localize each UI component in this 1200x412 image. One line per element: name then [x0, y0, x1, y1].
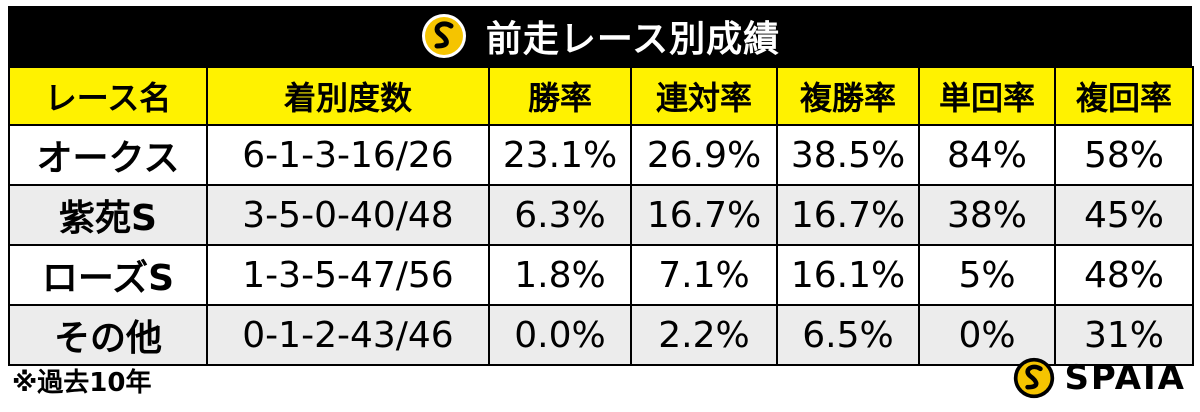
table-cell: 16.1% — [776, 244, 920, 306]
table-row: その他 0-1-2-43/46 0.0% 2.2% 6.5% 0% 31% — [8, 304, 1194, 366]
column-header-row: レース名 着別度数 勝率 連対率 複勝率 単回率 複回率 — [8, 66, 1194, 126]
footnote: ※過去10年 — [12, 368, 152, 398]
table-cell: 2.2% — [630, 304, 778, 366]
table-cell: 6-1-3-16/26 — [206, 124, 490, 186]
column-header: レース名 — [8, 66, 208, 126]
table-cell: 45% — [1054, 184, 1194, 246]
brand-logo: SPAIA — [1012, 356, 1186, 400]
column-header: 連対率 — [630, 66, 778, 126]
table-cell: 0-1-2-43/46 — [206, 304, 490, 366]
brand-name: SPAIA — [1064, 358, 1186, 398]
column-header: 複勝率 — [776, 66, 920, 126]
table-row: ローズS 1-3-5-47/56 1.8% 7.1% 16.1% 5% 48% — [8, 244, 1194, 306]
table-cell: 7.1% — [630, 244, 778, 306]
race-name-cell: 紫苑S — [8, 184, 208, 246]
table-row: オークス 6-1-3-16/26 23.1% 26.9% 38.5% 84% 5… — [8, 124, 1194, 186]
column-header: 着別度数 — [206, 66, 490, 126]
table-cell: 3-5-0-40/48 — [206, 184, 490, 246]
race-name-cell: ローズS — [8, 244, 208, 306]
results-table: レース名 着別度数 勝率 連対率 複勝率 単回率 複回率 オークス 6-1-3-… — [8, 66, 1194, 366]
table-cell: 38% — [918, 184, 1056, 246]
table-cell: 48% — [1054, 244, 1194, 306]
table-cell: 16.7% — [776, 184, 920, 246]
race-name-cell: オークス — [8, 124, 208, 186]
table-row: 紫苑S 3-5-0-40/48 6.3% 16.7% 16.7% 38% 45% — [8, 184, 1194, 246]
race-name-cell: その他 — [8, 304, 208, 366]
table-cell: 5% — [918, 244, 1056, 306]
table-cell: 58% — [1054, 124, 1194, 186]
table-title: 前走レース別成績 — [485, 19, 781, 60]
table-cell: 0% — [918, 304, 1056, 366]
table-cell: 6.3% — [488, 184, 632, 246]
table-cell: 38.5% — [776, 124, 920, 186]
column-header: 複回率 — [1054, 66, 1194, 126]
table-cell: 1.8% — [488, 244, 632, 306]
spaia-logo-icon — [1014, 357, 1055, 399]
table-cell: 0.0% — [488, 304, 632, 366]
spaia-logo-icon — [421, 14, 466, 58]
table-cell: 23.1% — [488, 124, 632, 186]
table-cell: 26.9% — [630, 124, 778, 186]
column-header: 単回率 — [918, 66, 1056, 126]
table-cell: 84% — [918, 124, 1056, 186]
table-title-bar: 前走レース別成績 — [8, 6, 1192, 66]
column-header: 勝率 — [488, 66, 632, 126]
table-cell: 16.7% — [630, 184, 778, 246]
table-cell: 1-3-5-47/56 — [206, 244, 490, 306]
table-cell: 31% — [1054, 304, 1194, 366]
table-cell: 6.5% — [776, 304, 920, 366]
